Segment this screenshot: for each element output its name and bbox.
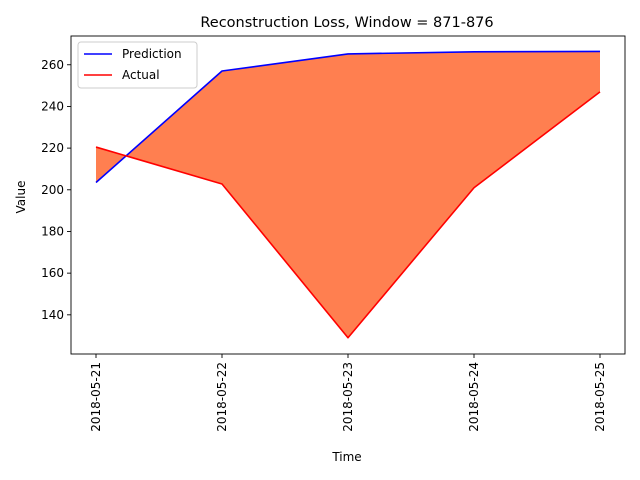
x-tick-label: 2018-05-21 bbox=[89, 362, 103, 432]
y-axis-label: Value bbox=[14, 181, 28, 214]
legend-label-actual: Actual bbox=[122, 68, 160, 82]
y-tick-label: 160 bbox=[41, 266, 64, 280]
y-tick-label: 200 bbox=[41, 183, 64, 197]
legend: Prediction Actual bbox=[77, 41, 198, 89]
x-tick-label: 2018-05-24 bbox=[467, 362, 481, 432]
series-line-prediction bbox=[95, 50, 601, 184]
x-tick-label: 2018-05-23 bbox=[341, 362, 355, 432]
series-line-actual bbox=[95, 91, 601, 339]
fill-between-area bbox=[96, 51, 600, 338]
plot-area bbox=[95, 50, 601, 339]
axes: 140 160 180 200 220 240 260 2018-05-21 2018-05-2… bbox=[41, 35, 626, 432]
legend-label-prediction: Prediction bbox=[122, 47, 182, 61]
chart-title: Reconstruction Loss, Window = 871-876 bbox=[200, 15, 493, 31]
y-tick-label: 220 bbox=[41, 141, 64, 155]
y-tick-label: 260 bbox=[41, 58, 64, 72]
y-tick-label: 140 bbox=[41, 308, 64, 322]
x-tick-label: 2018-05-22 bbox=[215, 362, 229, 432]
x-axis-label: Time bbox=[331, 450, 361, 464]
x-tick-label: 2018-05-25 bbox=[593, 362, 607, 432]
y-tick-label: 240 bbox=[41, 99, 64, 113]
y-tick-label: 180 bbox=[41, 224, 64, 238]
